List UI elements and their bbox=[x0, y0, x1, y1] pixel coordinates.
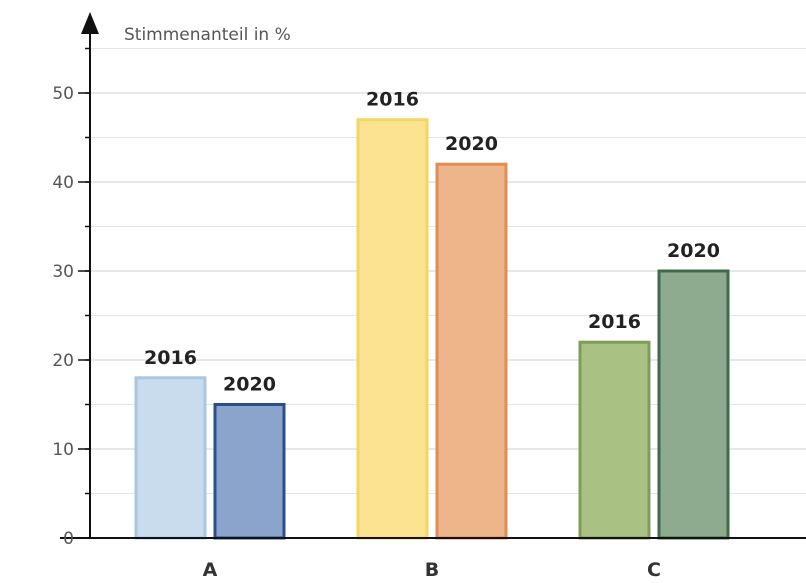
bar-label: 2020 bbox=[667, 240, 720, 262]
y-axis-title: Stimmenanteil in % bbox=[124, 25, 291, 45]
bar-label: 2020 bbox=[223, 374, 276, 396]
y-tick-label: 0 bbox=[63, 529, 74, 549]
x-category-label: C bbox=[647, 559, 661, 581]
bar-b-2016 bbox=[356, 118, 429, 540]
bar-label: 2016 bbox=[588, 311, 641, 333]
y-tick-label: 20 bbox=[52, 351, 74, 371]
bar-c-2020 bbox=[657, 269, 730, 540]
bar-label: 2020 bbox=[445, 133, 498, 155]
bar-a-2016 bbox=[134, 376, 207, 540]
bar-label: 2016 bbox=[144, 347, 197, 369]
axes: 0 10 20 30 40 50 A B C bbox=[52, 12, 806, 581]
y-tick-label: 50 bbox=[52, 84, 74, 104]
x-category-label: A bbox=[203, 559, 218, 581]
bar-b-2020 bbox=[435, 162, 508, 540]
bars: 2016 2020 2016 2020 2016 2020 bbox=[134, 89, 730, 540]
y-tick-label: 40 bbox=[52, 173, 74, 193]
bar-label: 2016 bbox=[366, 89, 419, 111]
y-tick-label: 10 bbox=[52, 440, 74, 460]
y-tick-label: 30 bbox=[52, 262, 74, 282]
bar-a-2020 bbox=[213, 403, 286, 540]
x-category-label: B bbox=[425, 559, 439, 581]
y-axis-arrow-icon bbox=[81, 12, 99, 34]
bar-c-2016 bbox=[578, 340, 651, 540]
